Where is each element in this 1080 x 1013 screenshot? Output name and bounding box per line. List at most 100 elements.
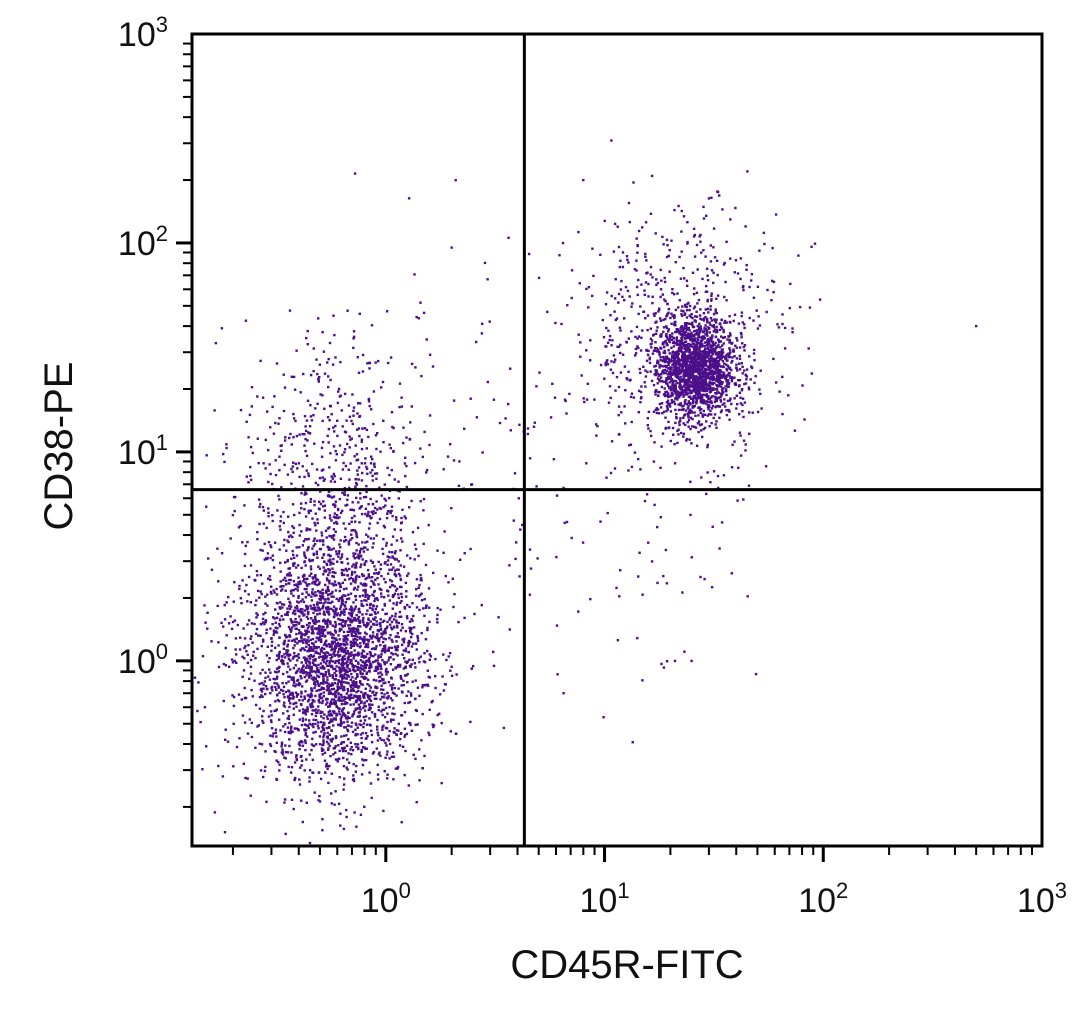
data-point [366,568,370,572]
data-point [301,744,305,747]
data-point [701,371,704,374]
data-point [420,579,423,582]
data-point [381,728,384,731]
data-point [705,393,708,396]
data-point [719,325,723,328]
data-point [340,601,344,605]
data-point [353,571,357,574]
data-point [357,630,360,634]
data-point [290,621,294,624]
data-point [675,412,678,416]
data-point [687,410,691,413]
data-point [303,587,306,591]
data-point [320,469,324,472]
data-point [422,607,425,610]
data-point [283,639,286,642]
data-point [400,732,403,735]
data-point [354,637,357,641]
data-point [364,732,368,735]
data-point [672,389,675,392]
data-point [330,519,333,522]
data-point [292,526,296,530]
data-point [339,680,342,683]
data-point [365,612,368,616]
data-point [420,599,424,602]
data-point [665,364,668,368]
data-point [308,674,311,677]
data-point [312,725,315,729]
data-point [710,299,713,302]
data-point [328,571,331,574]
data-point [374,693,377,697]
data-point [347,752,350,755]
data-point [664,426,668,430]
data-point [252,650,255,654]
data-point [412,753,415,756]
data-point [400,714,404,717]
data-point [358,715,361,718]
data-point [348,522,351,526]
data-point [216,604,219,608]
data-point [349,678,352,681]
data-point [297,583,301,586]
data-point [378,506,381,510]
data-point [355,535,359,539]
data-point [320,715,323,718]
data-point [359,492,362,495]
data-point [380,710,383,713]
data-point [385,753,389,756]
data-point [269,590,272,594]
data-point [716,365,720,368]
data-point [331,624,334,627]
data-point [358,434,361,438]
data-point [391,691,395,695]
data-point [330,740,333,743]
data-point [734,383,738,387]
data-point [375,686,379,690]
data-point [272,566,276,569]
data-point [300,661,303,664]
data-point [322,655,325,658]
data-point [382,645,386,648]
data-point [316,578,320,582]
data-point [704,364,708,367]
data-point [321,667,324,670]
data-point [743,349,746,352]
data-point [343,493,346,497]
data-point [308,722,311,725]
data-point [699,326,702,329]
data-point [362,696,366,699]
data-point [282,373,285,376]
data-point [263,680,266,683]
data-point [721,403,724,406]
data-point [311,629,314,632]
data-point [368,708,372,711]
data-point [339,812,342,815]
data-point [410,694,413,697]
data-point [294,640,297,644]
data-point [704,352,707,355]
data-point [723,362,726,365]
data-point [347,468,350,471]
data-point [371,512,375,516]
data-point [318,476,322,480]
data-point [299,648,302,651]
data-point [350,520,353,523]
data-point [324,628,327,631]
data-point [322,729,326,732]
data-point [312,621,316,625]
data-point [251,695,254,698]
data-point [289,659,292,662]
data-point [697,335,700,338]
data-point [314,714,318,718]
data-point [223,618,227,621]
data-point [310,713,314,716]
data-point [738,379,742,382]
data-point [238,648,242,651]
data-point [369,602,372,606]
data-point [335,550,338,553]
data-point [286,645,289,648]
data-point [359,636,362,639]
data-point [341,649,344,652]
data-point [375,472,379,475]
